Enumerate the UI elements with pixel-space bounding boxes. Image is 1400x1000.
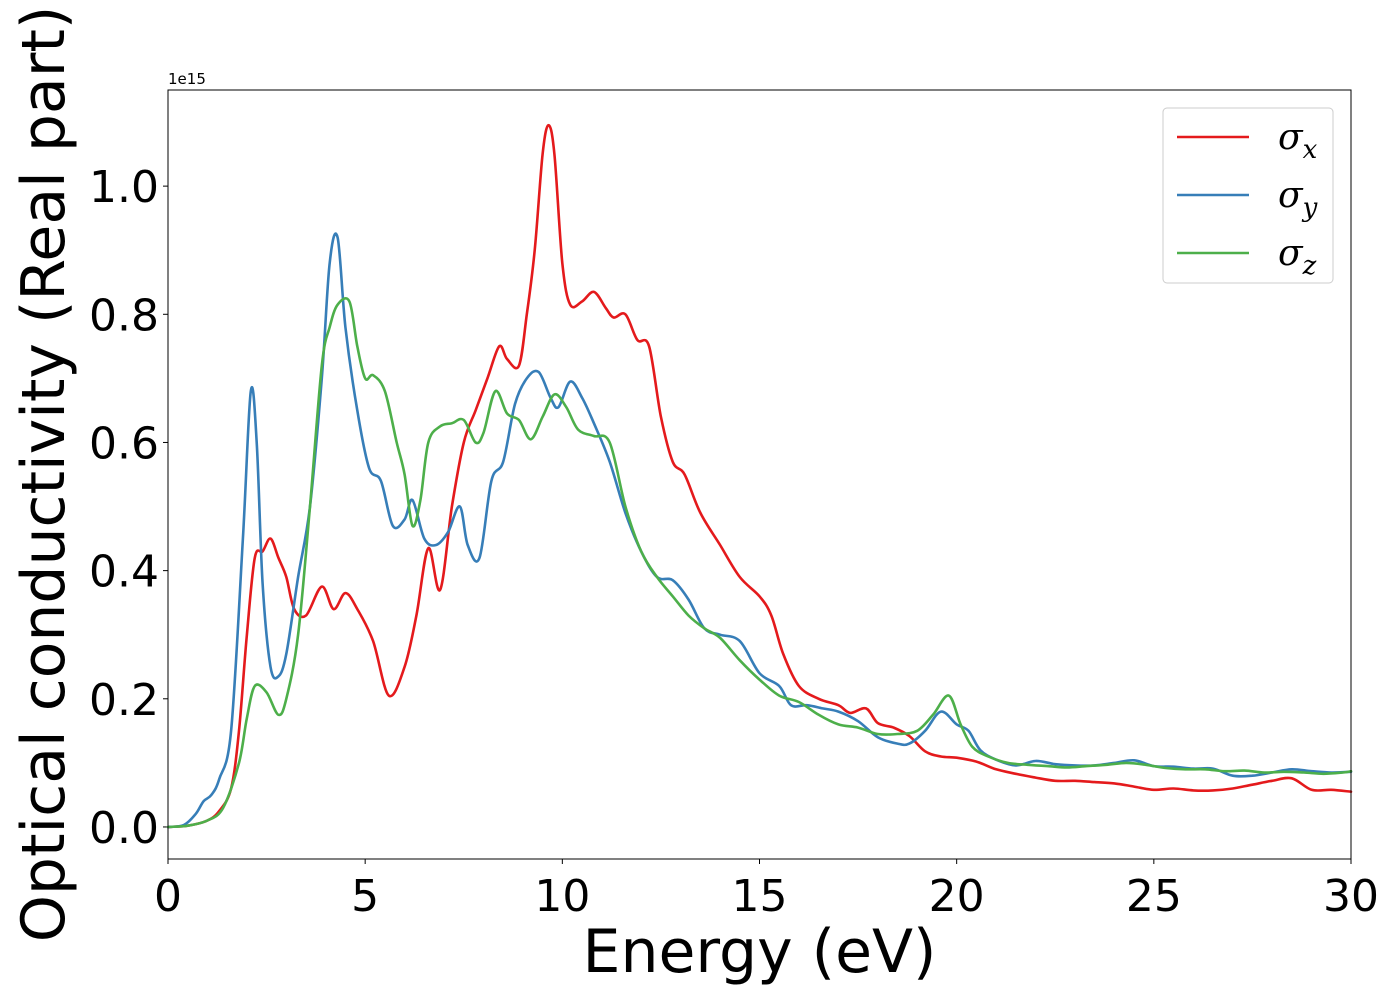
legend-label-z: σz bbox=[1278, 233, 1317, 281]
series-lines bbox=[166, 123, 1353, 829]
legend-label-y: σy bbox=[1278, 175, 1318, 223]
y-tick-label: 0.2 bbox=[89, 675, 159, 726]
series-line-z bbox=[166, 297, 1353, 829]
x-tick-label: 10 bbox=[534, 871, 590, 922]
legend-subscript: z bbox=[1302, 251, 1317, 281]
y-tick-label: 0.0 bbox=[89, 803, 159, 854]
y-tick-label: 0.4 bbox=[89, 547, 159, 598]
series-line-x bbox=[166, 123, 1353, 829]
legend-subscript: y bbox=[1302, 193, 1318, 223]
x-tick-label: 20 bbox=[929, 871, 985, 922]
x-tick-label: 30 bbox=[1323, 871, 1379, 922]
y-tick-label: 0.8 bbox=[89, 290, 159, 341]
y-offset-text: 1e15 bbox=[168, 70, 206, 88]
y-tick-label: 1.0 bbox=[89, 162, 159, 213]
x-tick-label: 0 bbox=[154, 871, 182, 922]
legend-label-x: σx bbox=[1278, 117, 1318, 165]
x-axis-title: Energy (eV) bbox=[583, 917, 937, 987]
legend-symbol: σ bbox=[1278, 117, 1304, 158]
legend-symbol: σ bbox=[1278, 175, 1304, 216]
y-tick-label: 0.6 bbox=[89, 418, 159, 469]
axis-ticks: 0 5 10 15 20 25 30 0.0 0.2 0.4 0.6 0.8 1.0 bbox=[89, 162, 1379, 922]
x-tick-label: 5 bbox=[351, 871, 379, 922]
legend-subscript: x bbox=[1303, 135, 1318, 165]
x-tick-label: 25 bbox=[1126, 871, 1182, 922]
plot-frame bbox=[167, 89, 1352, 860]
x-tick-label: 15 bbox=[732, 871, 788, 922]
series-line-y bbox=[166, 232, 1353, 829]
y-axis-title: Optical conductivity (Real part) bbox=[9, 6, 79, 943]
legend-symbol: σ bbox=[1278, 233, 1304, 274]
